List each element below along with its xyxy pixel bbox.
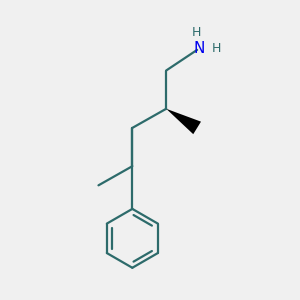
Polygon shape	[166, 109, 201, 134]
Text: N: N	[194, 41, 205, 56]
Text: H: H	[212, 42, 221, 55]
Text: H: H	[192, 26, 201, 39]
